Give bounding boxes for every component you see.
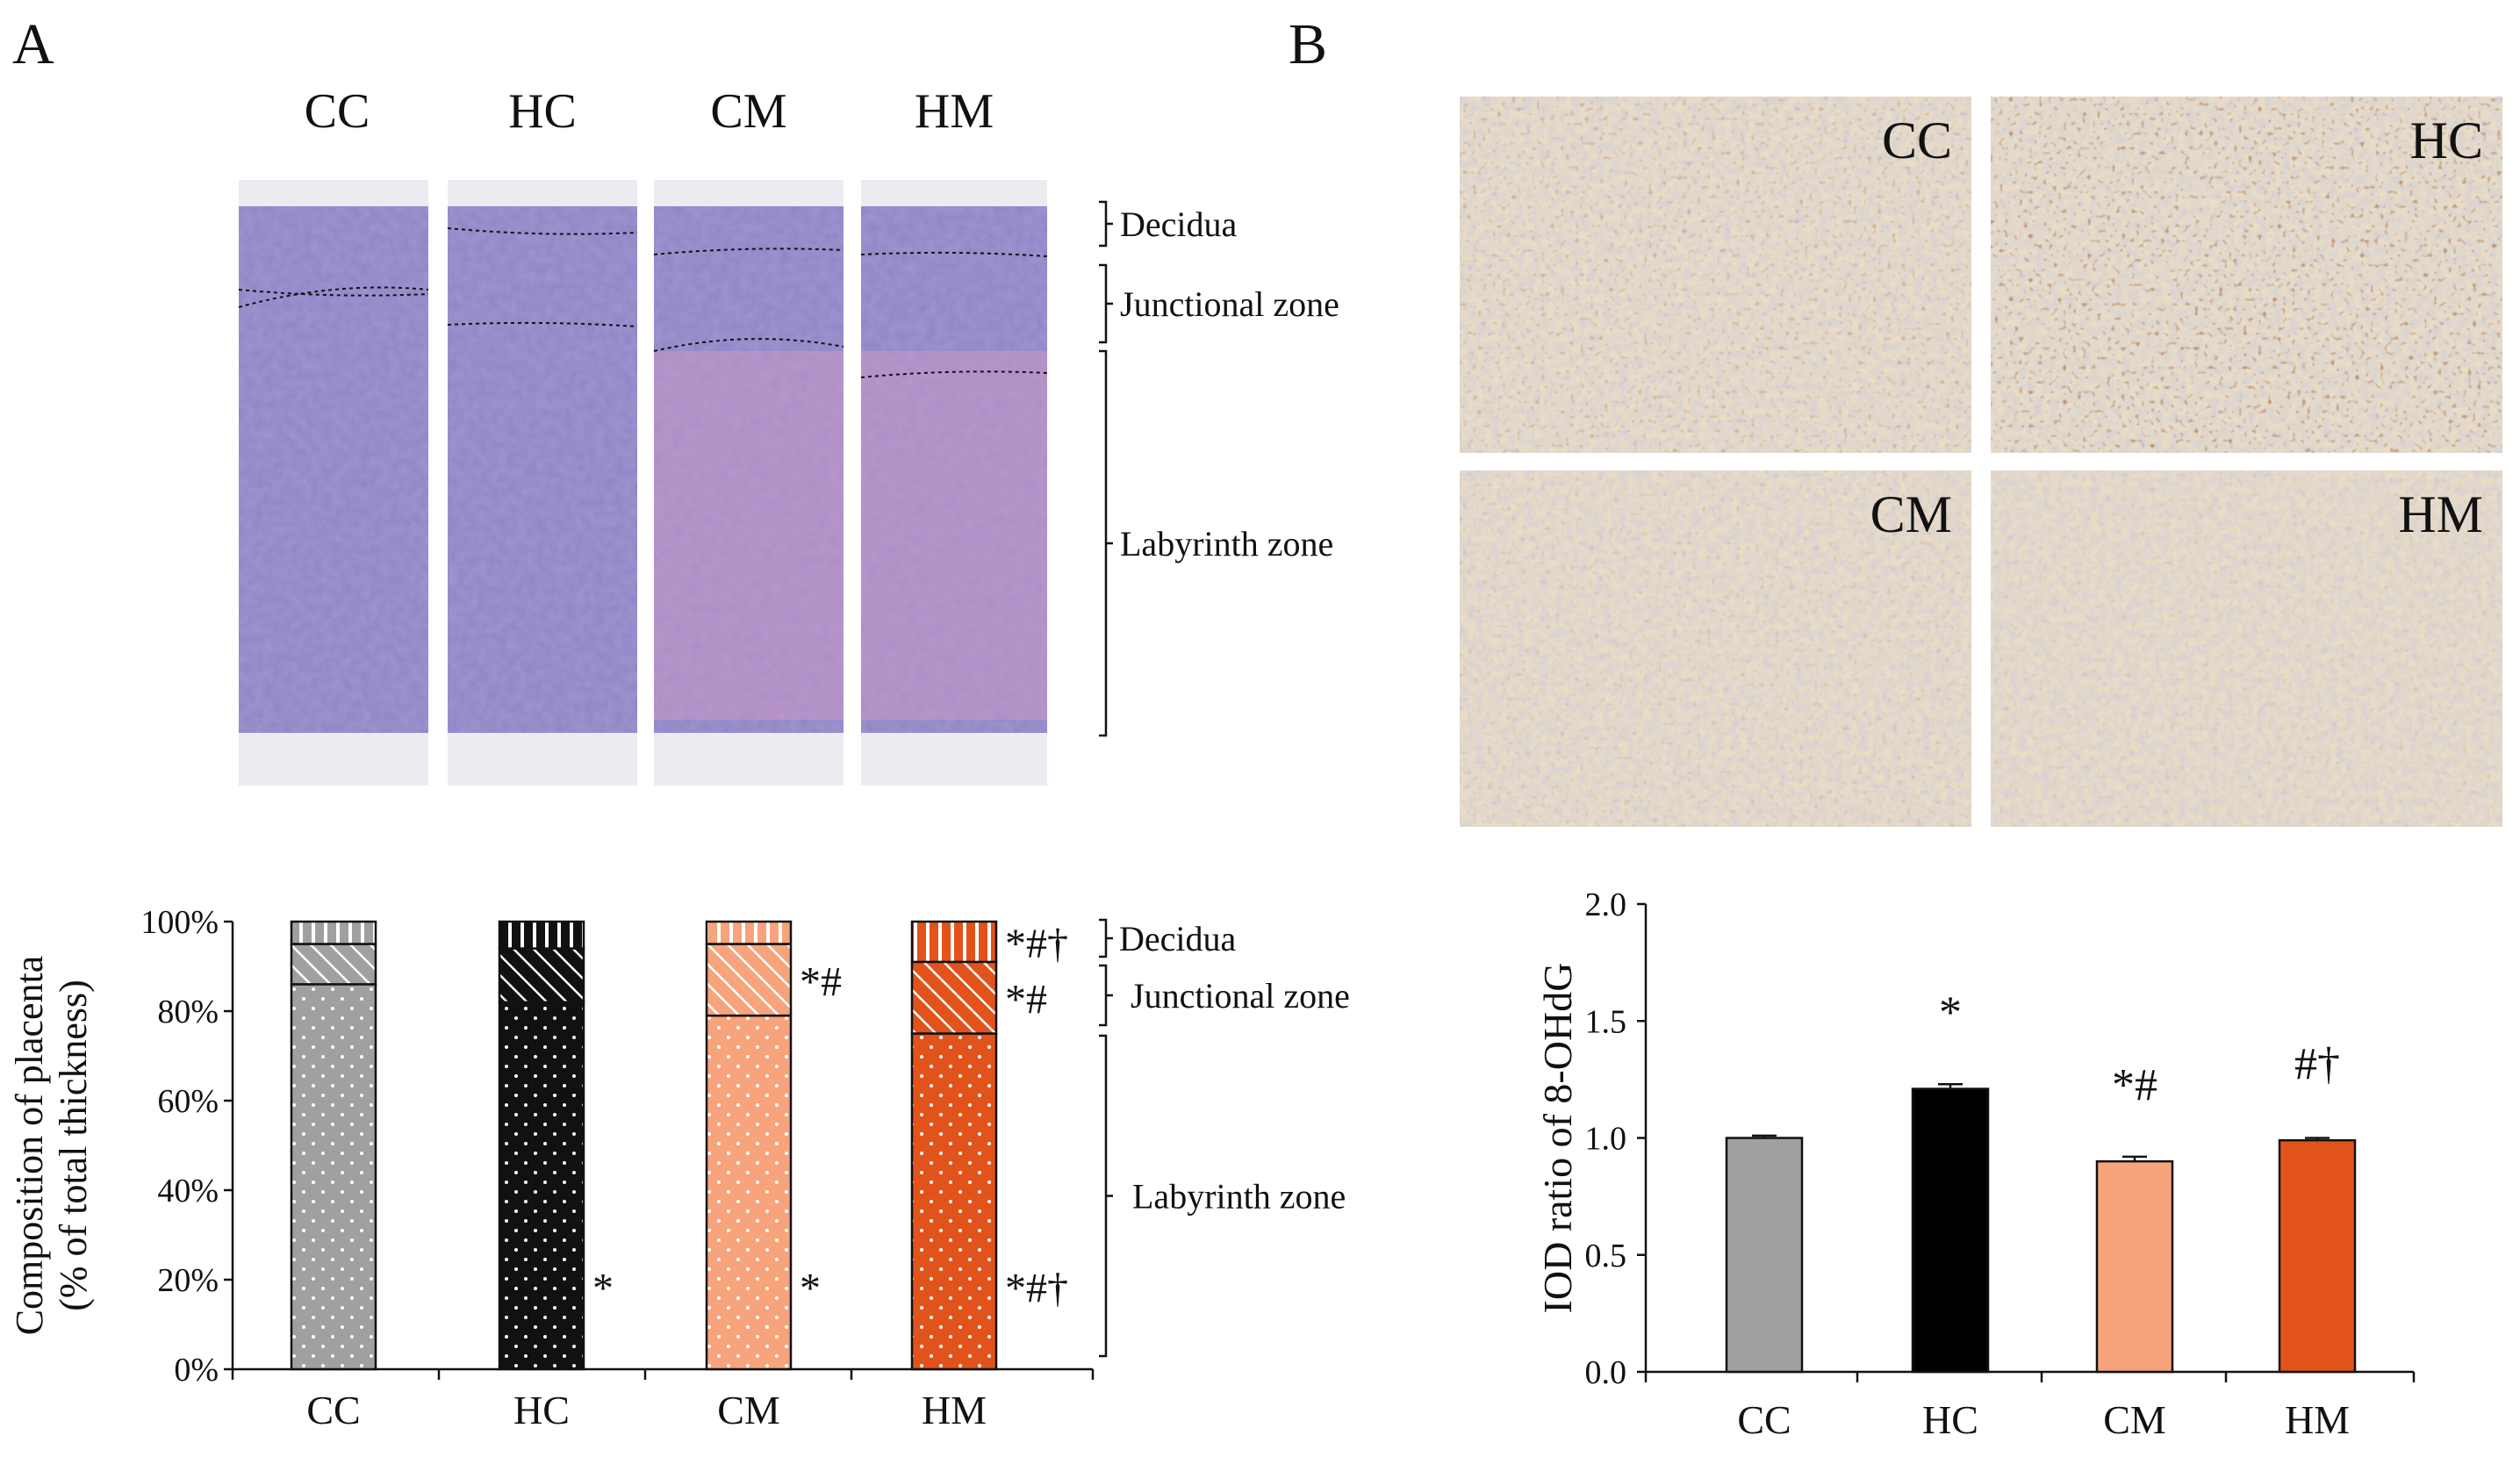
- zone-boundary: [653, 248, 844, 255]
- ihc-label-hc: HC: [2410, 111, 2483, 169]
- y-tick-label: 1.5: [1585, 1003, 1627, 1040]
- legend-bracket: [1099, 918, 1113, 958]
- y-tick-label: 100%: [140, 904, 219, 941]
- significance-mark: *: [800, 1266, 821, 1312]
- y-axis-label: IOD ratio of 8-OHdG: [1535, 963, 1580, 1314]
- bar-outline: [910, 920, 998, 964]
- zone-label: Labyrinth zone: [1120, 524, 1333, 563]
- zone-boundary: [860, 370, 1048, 378]
- ihc-staining: [1991, 470, 2502, 827]
- y-axis-label: (% of total thickness): [52, 980, 95, 1311]
- bar-pattern: [291, 922, 376, 944]
- bar-pattern: [912, 922, 996, 962]
- bar-outline: [290, 920, 377, 945]
- panel-b-label: B: [1289, 12, 1327, 76]
- x-tick-label: HC: [513, 1388, 570, 1432]
- bar-pattern: [291, 944, 376, 985]
- legend-label: Junctional zone: [1131, 976, 1350, 1016]
- bar-pattern: [499, 948, 584, 1002]
- y-tick-label: 1.0: [1585, 1121, 1627, 1158]
- zone-brackets: Decidua Junctional zone Labyrinth zone: [1099, 200, 1339, 737]
- zone-label: Junctional zone: [1120, 284, 1339, 324]
- histology-texture: [239, 206, 428, 733]
- zone-boundary: [447, 321, 638, 327]
- zone-boundary: [447, 227, 638, 235]
- y-tick-label: 40%: [157, 1173, 219, 1209]
- zone-boundary: [860, 251, 1048, 257]
- histology-label-hc: HC: [508, 84, 577, 139]
- histology-texture: [448, 206, 637, 733]
- y-tick-label: 0.0: [1585, 1354, 1627, 1391]
- zone-boundary: [653, 338, 844, 352]
- bar-pattern: [912, 961, 996, 1034]
- legend-label: Decidua: [1119, 919, 1237, 958]
- y-tick-label: 0.5: [1585, 1238, 1627, 1274]
- ihc-image-grid: CC HC CM HM: [1460, 97, 2502, 827]
- histology-label-hm: HM: [915, 84, 994, 139]
- bar-pattern: [499, 922, 584, 949]
- histology-label-cm: CM: [710, 84, 786, 139]
- bar-cc: [1725, 1137, 1804, 1374]
- x-tick-label: CC: [1737, 1397, 1791, 1442]
- significance-mark: #†: [2294, 1039, 2340, 1089]
- y-tick-label: 2.0: [1585, 886, 1627, 923]
- ihc-staining: [1991, 97, 2502, 453]
- zone-bracket: [1099, 349, 1113, 737]
- placenta-composition-chart: 0% 20% 40% 60% 80% 100% Composition of placent…: [8, 904, 1350, 1432]
- zone-bracket: [1099, 263, 1113, 344]
- zone-boundary: [238, 286, 429, 308]
- significance-mark: *#: [2112, 1060, 2157, 1110]
- legend-label: Labyrinth zone: [1132, 1177, 1346, 1217]
- y-tick-label: 80%: [157, 994, 219, 1030]
- legend-bracket: [1099, 1034, 1113, 1358]
- y-axis-label: Composition of placenta: [8, 956, 51, 1336]
- histology-texture: [861, 206, 1047, 733]
- ihc-label-cc: CC: [1882, 111, 1952, 169]
- histology-eosin-tint: [861, 351, 1047, 720]
- bar-pattern: [912, 1033, 996, 1369]
- zone-label: Decidua: [1120, 205, 1238, 244]
- bar-pattern: [291, 984, 376, 1369]
- x-tick-label: HM: [922, 1388, 987, 1432]
- significance-mark: *#†: [1005, 921, 1068, 967]
- x-tick-label: CM: [2103, 1397, 2166, 1442]
- zone-bracket: [1099, 200, 1113, 248]
- bar-outline: [498, 920, 585, 950]
- legend-bracket: [1099, 964, 1113, 1027]
- x-tick-label: CC: [306, 1388, 360, 1432]
- ihc-label-cm: CM: [1870, 485, 1952, 543]
- ihc-label-hm: HM: [2398, 485, 2483, 543]
- panel-a-label: A: [12, 12, 54, 76]
- y-tick-label: 20%: [157, 1262, 219, 1299]
- x-tick-label: HC: [1922, 1397, 1978, 1442]
- iod-bar-chart: 0.0 0.5 1.0 1.5 2.0 IOD ratio of 8-OHdG CC * HC *…: [1535, 886, 2416, 1442]
- y-tick-label: 0%: [174, 1352, 219, 1389]
- y-tick-label: 60%: [157, 1083, 219, 1120]
- significance-mark: *: [592, 1266, 614, 1312]
- significance-mark: *: [1939, 988, 1962, 1038]
- histology-eosin-tint: [654, 351, 844, 720]
- bar-cm: [2095, 1159, 2174, 1374]
- x-tick-label: HM: [2285, 1397, 2350, 1442]
- ihc-staining: [1460, 470, 1971, 827]
- bar-pattern: [499, 1001, 584, 1369]
- bar-hm: [2278, 1138, 2357, 1374]
- bar-pattern: [707, 922, 791, 944]
- significance-mark: *#†: [1005, 1266, 1068, 1312]
- histology-texture: [654, 206, 844, 733]
- bar-pattern: [707, 944, 791, 1016]
- significance-mark: *#: [800, 958, 842, 1005]
- significance-mark: *#: [1005, 977, 1047, 1023]
- zone-boundary: [238, 289, 429, 297]
- bar-outline: [705, 920, 793, 945]
- histology-label-cc: CC: [305, 84, 370, 139]
- x-tick-label: CM: [717, 1388, 780, 1432]
- bar-hc: [1911, 1087, 1990, 1374]
- ihc-staining: [1460, 97, 1971, 453]
- histology-panel: CC HC CM HM: [238, 84, 1048, 786]
- bar-pattern: [707, 1016, 791, 1369]
